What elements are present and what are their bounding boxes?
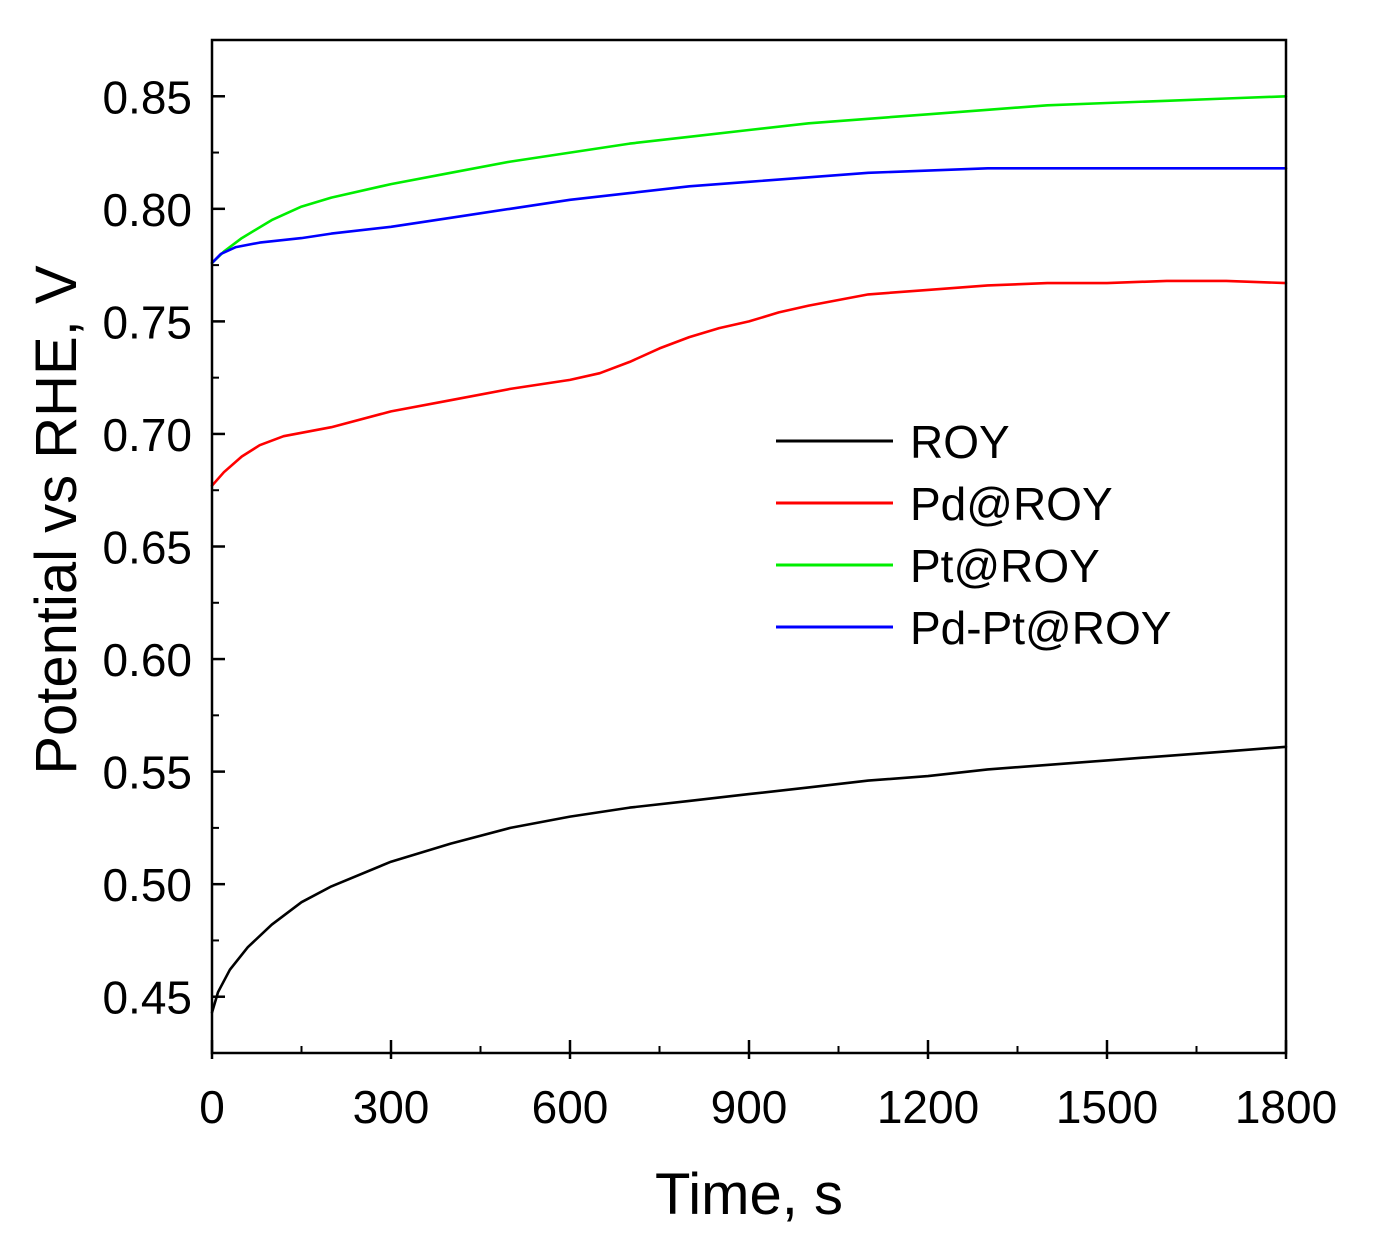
- x-tick-label: 1500: [1056, 1081, 1158, 1133]
- y-tick-label: 0.70: [102, 409, 192, 461]
- y-tick-label: 0.60: [102, 634, 192, 686]
- y-tick-label: 0.55: [102, 747, 192, 799]
- x-axis-title: Time, s: [655, 1162, 843, 1227]
- legend-label-roy: ROY: [910, 416, 1010, 468]
- series-line-pd-roy: [210, 279, 1288, 488]
- y-tick-label: 0.80: [102, 184, 192, 236]
- series-line-pd-pt-roy: [210, 167, 1288, 265]
- ticks-layer: [210, 39, 1288, 1059]
- y-axis-title: Potential vs RHE, V: [24, 265, 89, 775]
- y-tick-label: 0.45: [102, 972, 192, 1024]
- x-tick-label: 1200: [877, 1081, 979, 1133]
- y-tick-label: 0.75: [102, 296, 192, 348]
- x-tick-labels: 0 300 600 900 1200 1500 1800: [199, 1081, 1337, 1133]
- series-line-roy: [210, 745, 1288, 1014]
- y-tick-labels: 0.45 0.50 0.55 0.60 0.65 0.70 0.75 0.80 0.85: [102, 71, 192, 1023]
- series-line-pt-roy: [210, 95, 1288, 265]
- legend-label-pd-roy: Pd@ROY: [910, 478, 1113, 530]
- x-tick-label: 0: [199, 1081, 225, 1133]
- plot-frame: [210, 38, 1288, 1055]
- legend: ROY Pd@ROY Pt@ROY Pd-Pt@ROY: [776, 416, 1171, 654]
- y-tick-label: 0.85: [102, 71, 192, 123]
- x-tick-label: 600: [532, 1081, 609, 1133]
- x-tick-label: 300: [353, 1081, 430, 1133]
- x-tick-label: 900: [711, 1081, 788, 1133]
- legend-label-pd-pt-roy: Pd-Pt@ROY: [910, 602, 1171, 654]
- y-tick-label: 0.50: [102, 859, 192, 911]
- y-tick-label: 0.65: [102, 522, 192, 574]
- legend-label-pt-roy: Pt@ROY: [910, 540, 1100, 592]
- x-tick-label: 1800: [1235, 1081, 1337, 1133]
- series-layer: [210, 95, 1288, 1014]
